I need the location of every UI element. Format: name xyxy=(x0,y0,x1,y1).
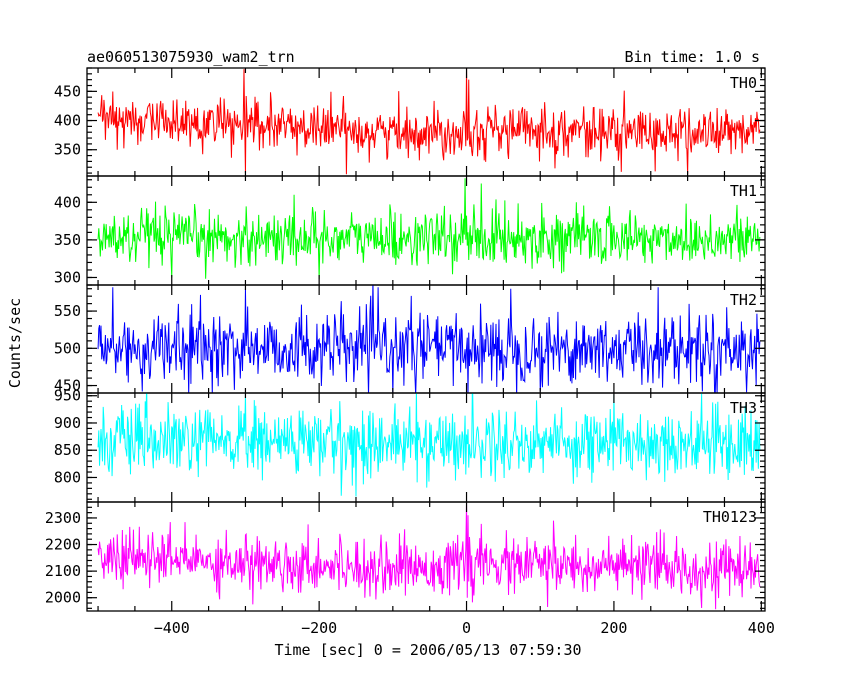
y-tick-label: 350 xyxy=(54,141,81,159)
x-tick-label: 0 xyxy=(462,619,471,637)
chart-title: ae060513075930_wam2_trn xyxy=(87,48,295,66)
y-tick-label: 400 xyxy=(54,193,81,211)
y-tick-label: 300 xyxy=(54,268,81,286)
panel-th2: 450 500 550 TH2 xyxy=(54,284,766,395)
x-tick-label: 200 xyxy=(600,619,627,637)
x-axis-label: Time [sec] 0 = 2006/05/13 07:59:30 xyxy=(274,641,581,659)
y-tick-label: 550 xyxy=(54,302,81,320)
y-tick-label: 2000 xyxy=(45,589,81,607)
series-label-th2: TH2 xyxy=(730,291,757,309)
bin-time-label: Bin time: 1.0 s xyxy=(625,48,760,66)
panel-th0123: 2000 2100 2200 2300 TH0123 xyxy=(45,501,766,612)
y-tick-label: 400 xyxy=(54,112,81,130)
series-label-th3: TH3 xyxy=(730,399,757,417)
x-tick-labels: −400 −200 0 200 400 xyxy=(154,619,775,637)
series-line-th2 xyxy=(97,285,761,393)
y-tick-label: 450 xyxy=(54,82,81,100)
x-tick-label: 400 xyxy=(748,619,775,637)
panel-frame xyxy=(86,501,766,612)
series-label-th1: TH1 xyxy=(730,182,757,200)
y-tick-label: 900 xyxy=(54,414,81,432)
y-tick-label: 450 xyxy=(54,377,81,395)
series-label-th0123: TH0123 xyxy=(703,508,757,526)
y-tick-label: 500 xyxy=(54,339,81,357)
panel-frame xyxy=(86,67,766,177)
panel-th0: 350 400 450 TH0 xyxy=(54,67,766,177)
series-line-th0 xyxy=(97,68,761,175)
x-tick-label: −200 xyxy=(301,619,337,637)
series-line-th0123 xyxy=(97,502,761,610)
series-line-th1 xyxy=(97,178,761,280)
y-tick-label: 850 xyxy=(54,441,81,459)
y-tick-label: 350 xyxy=(54,231,81,249)
panel-th3: 800 850 900 950 TH3 xyxy=(54,387,766,503)
series-label-th0: TH0 xyxy=(730,74,757,92)
series-line-th3 xyxy=(97,393,761,497)
y-tick-label: 800 xyxy=(54,468,81,486)
y-tick-label: 950 xyxy=(54,387,81,405)
y-axis-label: Counts/sec xyxy=(6,298,24,388)
x-tick-label: −400 xyxy=(154,619,190,637)
panel-th1: 300 350 400 TH1 xyxy=(54,175,766,286)
y-tick-label: 2200 xyxy=(45,536,81,554)
y-tick-label: 2100 xyxy=(45,562,81,580)
y-tick-label: 2300 xyxy=(45,509,81,527)
